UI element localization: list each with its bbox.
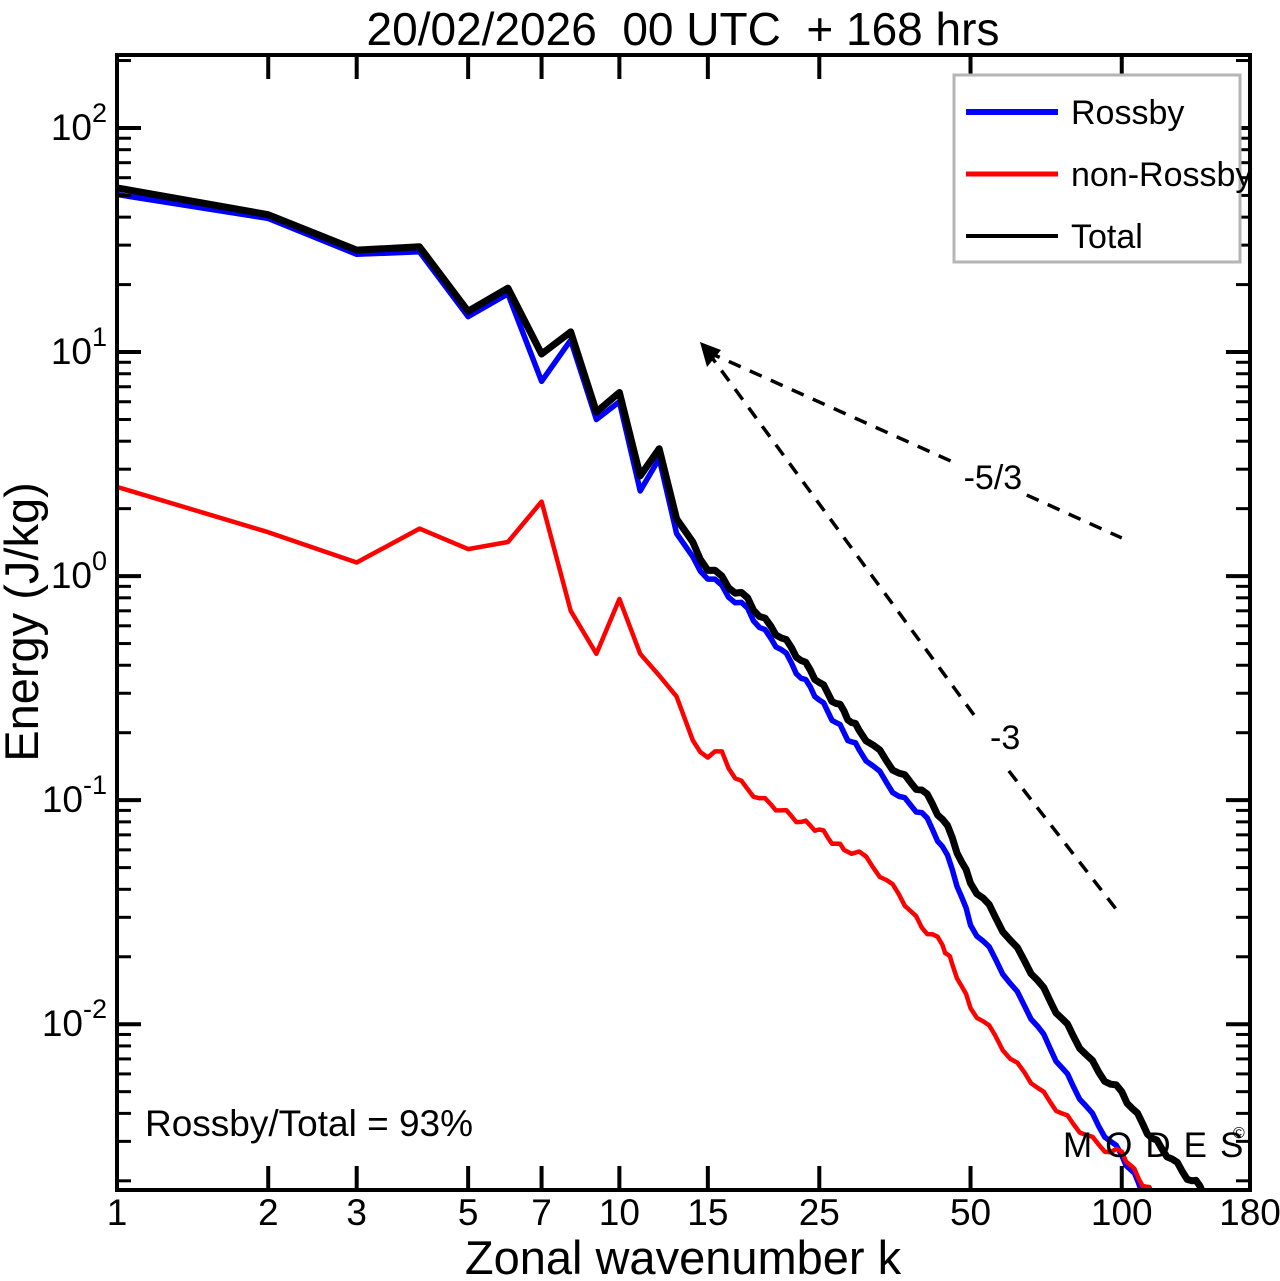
x-tick-label: 25 — [799, 1192, 840, 1233]
x-tick-label: 10 — [599, 1192, 640, 1233]
y-tick-label: 102 — [51, 98, 107, 148]
y-tick-label: 10-2 — [42, 994, 107, 1044]
legend-label-non-rossby: non-Rossby — [1071, 156, 1252, 194]
y-tick-label: 101 — [51, 322, 107, 372]
slope-line-53 — [707, 350, 958, 466]
ticks-layer: 1 2 3 5 7 10 15 25 50 100 180 102 101 100 10-1 10-2 — [42, 55, 1280, 1233]
curve-total — [117, 184, 1207, 1190]
ratio-annotation: Rossby/Total = 93% — [145, 1103, 473, 1144]
legend-box — [952, 73, 1242, 264]
x-tick-label: 2 — [258, 1192, 279, 1233]
x-tick-label: 15 — [687, 1192, 728, 1233]
x-tick-label: 1 — [107, 1192, 128, 1233]
x-tick-label: 5 — [458, 1192, 479, 1233]
legend-label-total: Total — [1071, 218, 1143, 256]
x-tick-label: 180 — [1219, 1192, 1280, 1233]
modes-watermark: MODES © — [1063, 1125, 1256, 1165]
y-axis-label: Energy (J/kg) — [0, 482, 48, 761]
y-tick-label: 10-1 — [42, 770, 107, 820]
slope-label-53: -5/3 — [964, 459, 1023, 497]
legend-label-rossby: Rossby — [1071, 94, 1184, 132]
curve-rossby — [117, 191, 1145, 1190]
slope-arrowhead — [700, 342, 721, 367]
legend: Rossby non-Rossby Total — [952, 73, 1252, 264]
x-tick-label: 7 — [531, 1192, 552, 1233]
slope-label-3: -3 — [990, 719, 1020, 757]
x-tick-label: 100 — [1091, 1192, 1153, 1233]
slope-line-3 — [706, 351, 976, 717]
curves-layer — [117, 184, 1207, 1190]
x-axis-label: Zonal wavenumber k — [465, 1231, 902, 1281]
x-tick-label: 50 — [950, 1192, 991, 1233]
reference-lines-layer: -5/3 -3 — [700, 342, 1123, 912]
y-tick-label: 100 — [51, 546, 107, 596]
copyright-mark: © — [1233, 1125, 1245, 1142]
slope-line-53 — [1026, 493, 1123, 540]
slope-line-3 — [1007, 769, 1119, 912]
curve-non-rossby — [117, 484, 1154, 1190]
plot-border — [115, 53, 1252, 1192]
modes-watermark-text: MODES — [1063, 1126, 1256, 1165]
chart-title: 20/02/2026 00 UTC + 168 hrs — [367, 3, 1000, 55]
x-tick-label: 3 — [346, 1192, 367, 1233]
